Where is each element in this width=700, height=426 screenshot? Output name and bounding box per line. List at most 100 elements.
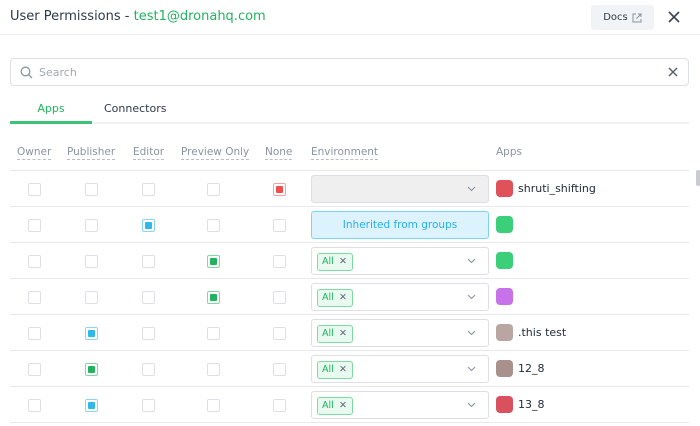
checkbox-preview-only[interactable]: [207, 399, 220, 412]
table-row: All ✕ 13_8: [10, 386, 689, 422]
environment-tag: All ✕: [317, 361, 353, 379]
tag-label: All: [322, 400, 334, 411]
checkbox-publisher[interactable]: [85, 327, 98, 340]
environment-select[interactable]: All ✕: [311, 391, 489, 419]
app-name: .this test: [518, 326, 567, 339]
environment-tag: All ✕: [317, 289, 353, 307]
checkbox-none[interactable]: [273, 255, 286, 268]
external-link-icon: [632, 13, 642, 22]
column-preview-only: Preview Only: [181, 146, 250, 160]
checkbox-editor[interactable]: [142, 291, 155, 304]
checkbox-publisher[interactable]: [85, 363, 98, 376]
checkbox-owner[interactable]: [28, 327, 41, 340]
docs-label: Docs: [603, 12, 628, 23]
checkbox-publisher[interactable]: [85, 219, 98, 232]
remove-tag-icon[interactable]: ✕: [339, 256, 347, 267]
checkbox-none[interactable]: [273, 183, 286, 196]
environment-select[interactable]: All ✕: [311, 355, 489, 383]
environment-tag: All ✕: [317, 253, 353, 271]
checkbox-publisher[interactable]: [85, 291, 98, 304]
app-name: 12_8: [518, 362, 545, 375]
dialog-header: User Permissions - test1@dronahq.com Doc…: [0, 0, 700, 35]
column-none: None: [265, 146, 293, 160]
environment-select[interactable]: All ✕: [311, 319, 489, 347]
tag-label: All: [322, 292, 334, 303]
checkbox-owner[interactable]: [28, 363, 41, 376]
checkbox-none[interactable]: [273, 327, 286, 340]
table-row: All ✕: [10, 242, 689, 278]
app-icon: [496, 324, 513, 341]
table-row: All ✕: [10, 278, 689, 314]
table-row: All ✕ 12_8: [10, 350, 689, 386]
checkbox-none[interactable]: [273, 363, 286, 376]
app-icon: [496, 252, 513, 269]
environment-select[interactable]: All ✕: [311, 283, 489, 311]
user-email: test1@dronahq.com: [133, 9, 266, 24]
chevron-down-icon: [467, 330, 476, 336]
table-row: Inherited from groups: [10, 206, 689, 242]
checkbox-preview-only[interactable]: [207, 255, 220, 268]
tag-label: All: [322, 364, 334, 375]
tab-bar: Apps Connectors: [10, 96, 689, 124]
inherited-badge: Inherited from groups: [311, 211, 489, 239]
remove-tag-icon[interactable]: ✕: [339, 328, 347, 339]
column-environment: Environment: [311, 146, 379, 160]
checkbox-owner[interactable]: [28, 399, 41, 412]
checkbox-editor[interactable]: [142, 327, 155, 340]
checkbox-publisher[interactable]: [85, 399, 98, 412]
title-text: User Permissions -: [10, 9, 134, 24]
checkbox-editor[interactable]: [142, 363, 155, 376]
app-icon: [496, 360, 513, 377]
tab-connectors[interactable]: Connectors: [104, 102, 167, 115]
checkbox-owner[interactable]: [28, 291, 41, 304]
search-field: [10, 58, 689, 86]
remove-tag-icon[interactable]: ✕: [339, 364, 347, 375]
dialog-title: User Permissions - test1@dronahq.com: [10, 9, 266, 24]
tag-label: All: [322, 256, 334, 267]
checkbox-owner[interactable]: [28, 255, 41, 268]
app-icon: [496, 396, 513, 413]
app-icon: [496, 288, 513, 305]
checkbox-owner[interactable]: [28, 219, 41, 232]
table-row: All ✕ .this test: [10, 314, 689, 350]
environment-tag: All ✕: [317, 397, 353, 415]
checkbox-none[interactable]: [273, 219, 286, 232]
app-icon: [496, 216, 513, 233]
checkbox-preview-only[interactable]: [207, 291, 220, 304]
chevron-down-icon: [467, 258, 476, 264]
clear-search-icon[interactable]: [668, 67, 678, 77]
checkbox-owner[interactable]: [28, 183, 41, 196]
tab-apps[interactable]: Apps: [10, 102, 92, 124]
checkbox-none[interactable]: [273, 291, 286, 304]
chevron-down-icon: [467, 294, 476, 300]
environment-select[interactable]: [311, 175, 489, 203]
search-icon: [20, 66, 33, 79]
checkbox-preview-only[interactable]: [207, 219, 220, 232]
remove-tag-icon[interactable]: ✕: [339, 400, 347, 411]
checkbox-editor[interactable]: [142, 219, 155, 232]
app-name: 13_8: [518, 398, 545, 411]
chevron-down-icon: [467, 366, 476, 372]
search-input[interactable]: [39, 64, 639, 80]
checkbox-editor[interactable]: [142, 399, 155, 412]
scrollbar[interactable]: [696, 170, 700, 186]
docs-button[interactable]: Docs: [591, 5, 654, 30]
checkbox-publisher[interactable]: [85, 183, 98, 196]
checkbox-editor[interactable]: [142, 255, 155, 268]
column-editor: Editor: [133, 146, 165, 160]
checkbox-editor[interactable]: [142, 183, 155, 196]
remove-tag-icon[interactable]: ✕: [339, 292, 347, 303]
checkbox-preview-only[interactable]: [207, 327, 220, 340]
column-apps: Apps: [496, 146, 522, 158]
environment-tag: All ✕: [317, 325, 353, 343]
checkbox-preview-only[interactable]: [207, 363, 220, 376]
tag-label: All: [322, 328, 334, 339]
close-icon[interactable]: [666, 9, 682, 25]
app-name: shruti_shifting: [518, 182, 596, 195]
checkbox-publisher[interactable]: [85, 255, 98, 268]
column-publisher: Publisher: [67, 146, 116, 160]
checkbox-none[interactable]: [273, 399, 286, 412]
environment-select[interactable]: All ✕: [311, 247, 489, 275]
chevron-down-icon: [467, 402, 476, 408]
checkbox-preview-only[interactable]: [207, 183, 220, 196]
